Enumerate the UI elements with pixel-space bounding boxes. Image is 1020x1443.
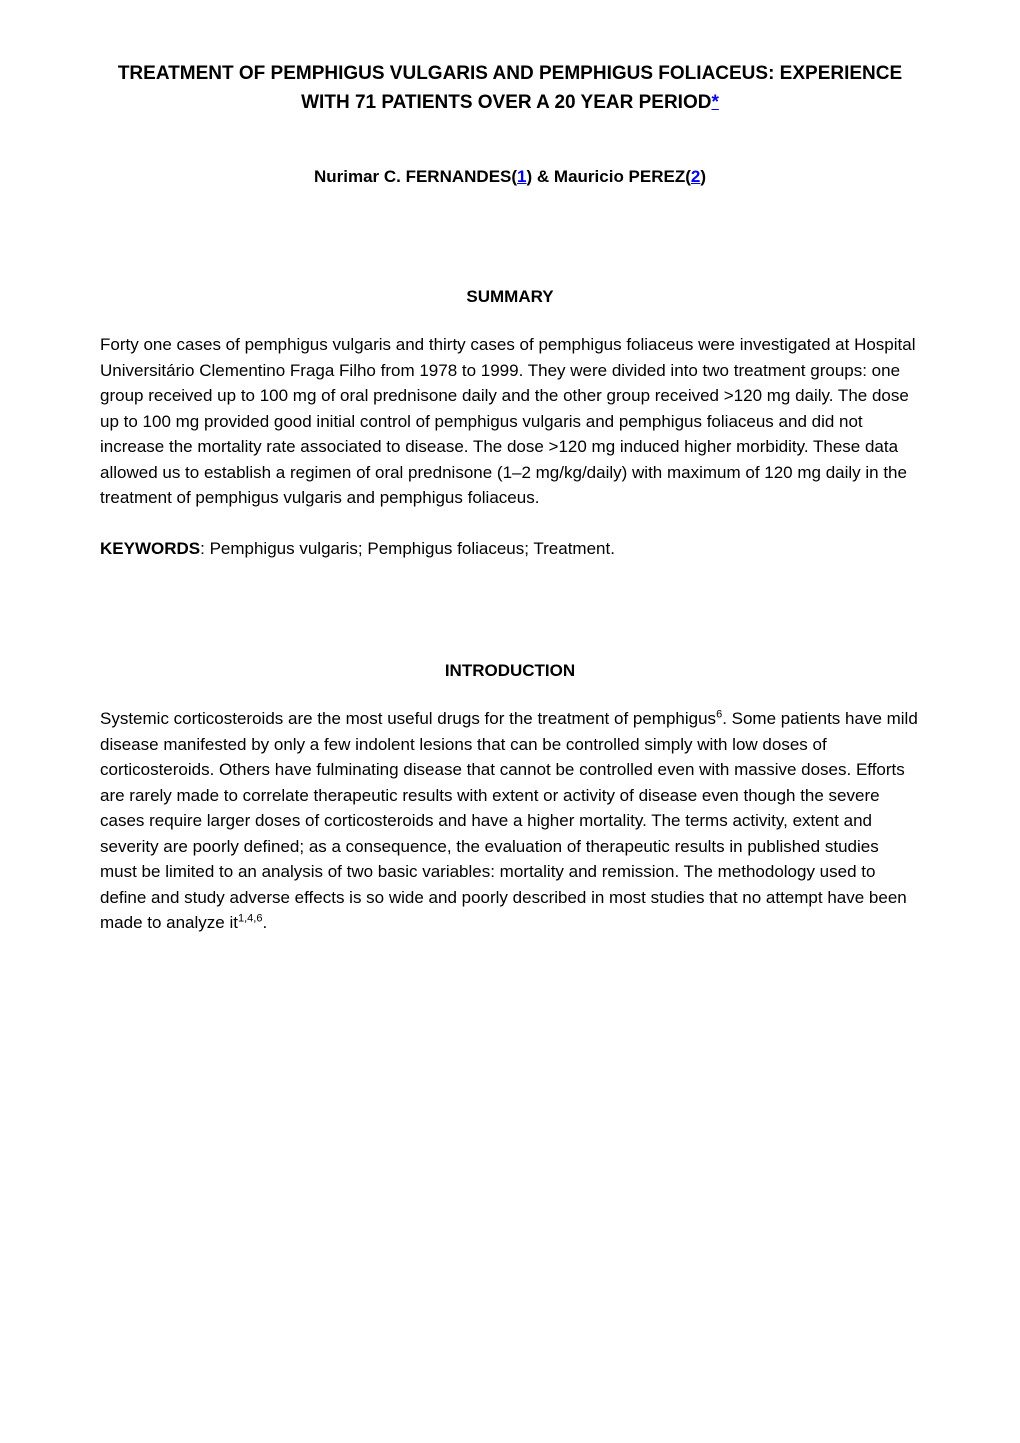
title-text: TREATMENT OF PEMPHIGUS VULGARIS AND PEMP… [118, 63, 902, 113]
summary-heading: SUMMARY [100, 287, 920, 307]
article-title: TREATMENT OF PEMPHIGUS VULGARIS AND PEMP… [100, 60, 920, 117]
intro-text-1: Systemic corticosteroids are the most us… [100, 709, 716, 728]
keywords-label: KEYWORDS [100, 539, 200, 558]
intro-text-3: . [262, 913, 267, 932]
author1-name: Nurimar C. FERNANDES [314, 167, 511, 186]
keywords-text: : Pemphigus vulgaris; Pemphigus foliaceu… [200, 539, 615, 558]
title-footnote-link[interactable]: * [711, 92, 718, 113]
intro-text-2: . Some patients have mild disease manife… [100, 709, 918, 932]
author2-name: Mauricio PEREZ [554, 167, 685, 186]
author2-ref-link[interactable]: 2 [691, 167, 700, 186]
intro-sup-2: 1,4,6 [238, 912, 262, 924]
authors-line: Nurimar C. FERNANDES(1) & Mauricio PEREZ… [100, 167, 920, 187]
summary-body: Forty one cases of pemphigus vulgaris an… [100, 332, 920, 511]
introduction-heading: INTRODUCTION [100, 661, 920, 681]
authors-separator: & [532, 167, 554, 186]
author1-ref-link[interactable]: 1 [517, 167, 526, 186]
keywords-line: KEYWORDS: Pemphigus vulgaris; Pemphigus … [100, 536, 920, 562]
introduction-body: Systemic corticosteroids are the most us… [100, 706, 920, 936]
